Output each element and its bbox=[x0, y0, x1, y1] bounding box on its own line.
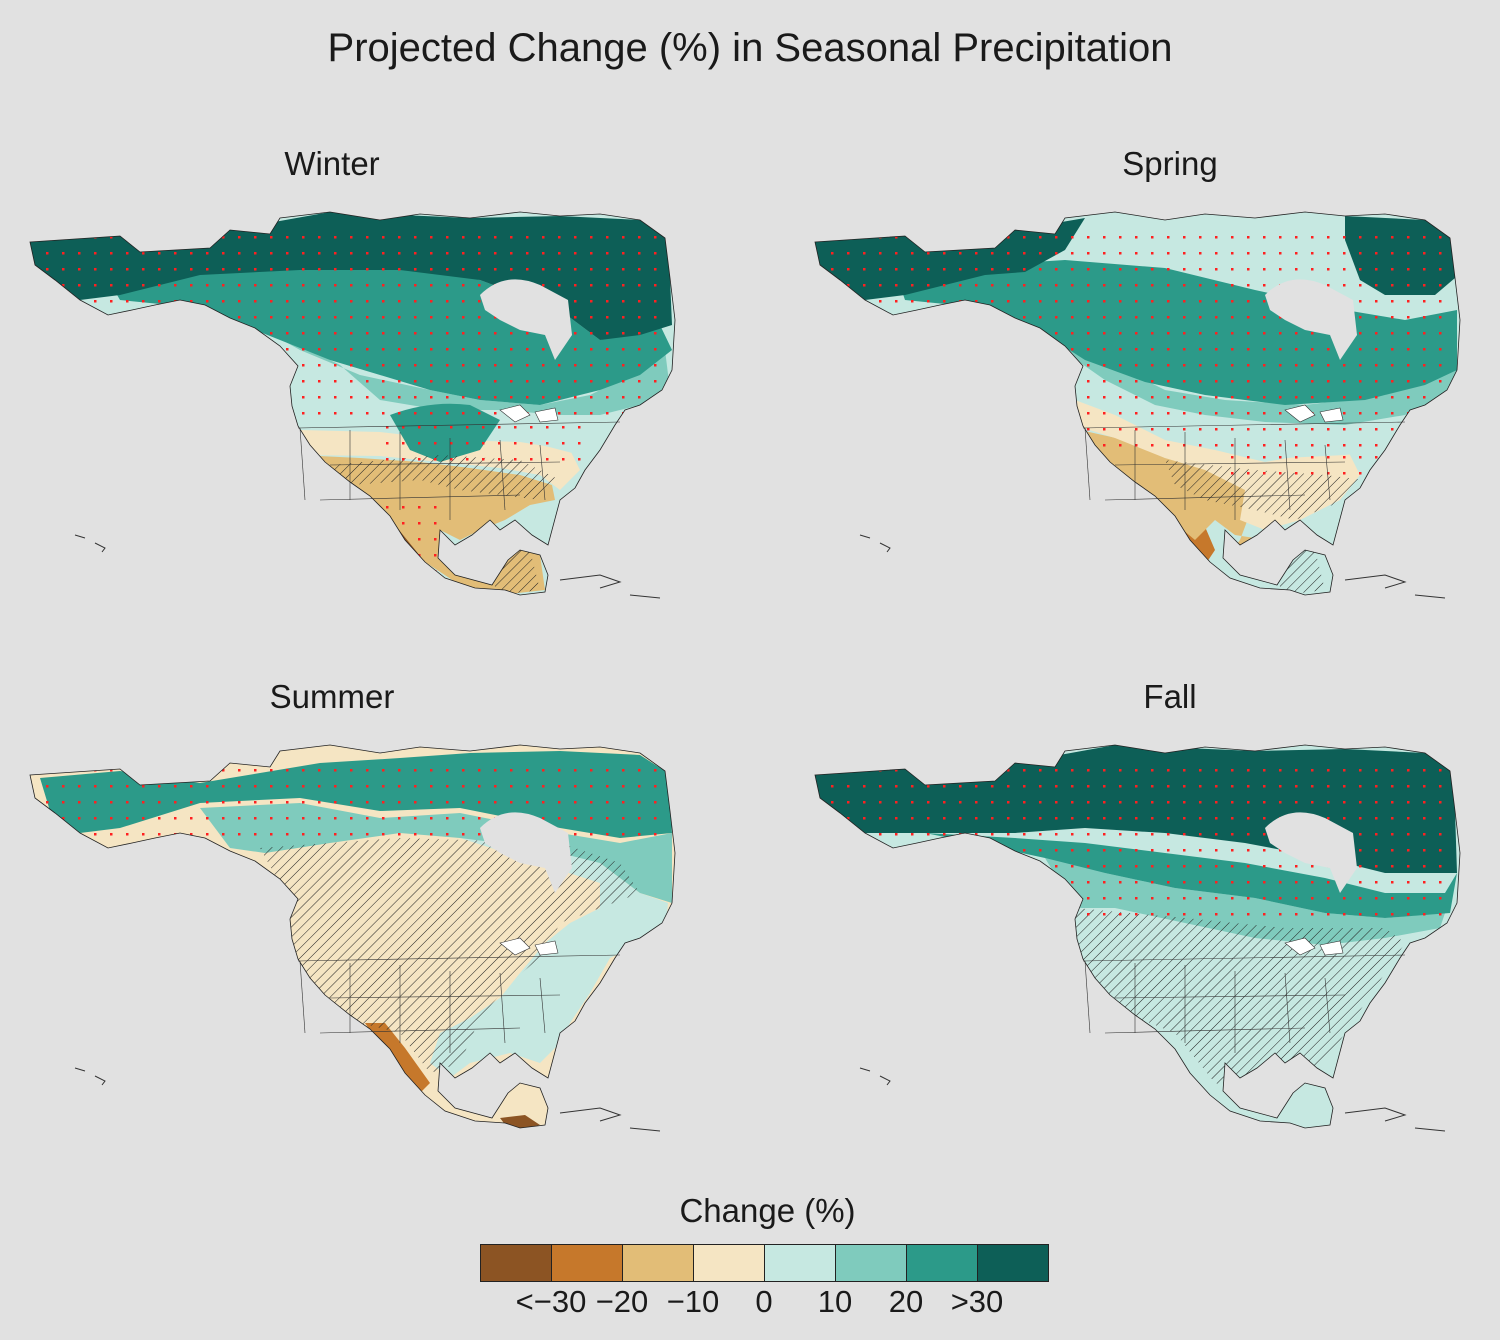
caribbean-islands bbox=[1344, 1107, 1446, 1132]
precip-zone-8 bbox=[390, 403, 500, 462]
map-winter bbox=[29, 211, 676, 599]
map-spring bbox=[814, 211, 1461, 599]
coastline bbox=[29, 744, 676, 1129]
great-lakes bbox=[499, 404, 559, 423]
map-panel-spring: Spring bbox=[785, 145, 1465, 665]
legend-tick-label: >30 bbox=[950, 1284, 1004, 1319]
legend-tick-label: −10 bbox=[666, 1284, 720, 1319]
hudson-bay bbox=[1265, 812, 1357, 893]
coastline bbox=[29, 211, 676, 596]
caribbean-islands bbox=[1344, 574, 1446, 599]
map-summer bbox=[29, 744, 676, 1132]
map-panel-fall: Fall bbox=[785, 678, 1465, 1198]
legend-tick-label: 10 bbox=[817, 1284, 853, 1319]
main-title: Projected Change (%) in Seasonal Precipi… bbox=[327, 26, 1173, 70]
legend-tick-label: 0 bbox=[755, 1284, 773, 1319]
great-lakes bbox=[1284, 404, 1344, 423]
state-borders bbox=[297, 954, 621, 1053]
caribbean-islands bbox=[559, 1107, 661, 1132]
legend-swatch-2 bbox=[623, 1245, 694, 1281]
state-borders bbox=[297, 421, 621, 520]
stipple-significant bbox=[46, 769, 657, 836]
legend-swatch-7 bbox=[978, 1245, 1048, 1281]
precip-zone-7 bbox=[30, 212, 672, 340]
legend-swatch-0 bbox=[481, 1245, 552, 1281]
hudson-bay bbox=[1265, 279, 1357, 360]
hatch-low-agreement bbox=[1075, 908, 1405, 1093]
coastline bbox=[814, 744, 1461, 1129]
map-fall bbox=[814, 744, 1461, 1132]
panel-title-spring: Spring bbox=[1122, 145, 1218, 182]
panel-title-winter: Winter bbox=[284, 145, 380, 182]
color-legend bbox=[480, 1244, 1049, 1282]
precip-zone-6 bbox=[895, 260, 1457, 405]
legend-tick-label: 20 bbox=[888, 1284, 924, 1319]
precip-zone-4 bbox=[925, 833, 1457, 918]
caribbean-islands bbox=[559, 574, 661, 599]
legend-swatch-5 bbox=[836, 1245, 907, 1281]
hawaii bbox=[74, 1067, 106, 1086]
precip-zone-4 bbox=[1065, 350, 1425, 458]
hatch-low-agreement bbox=[1165, 460, 1365, 595]
precip-zone-6 bbox=[100, 255, 672, 405]
hawaii bbox=[859, 534, 891, 553]
hudson-bay bbox=[480, 812, 572, 893]
precip-zone-5 bbox=[935, 305, 1457, 425]
legend-title: Change (%) bbox=[679, 1192, 856, 1229]
legend-tick-label: <−30 bbox=[515, 1284, 587, 1319]
state-borders bbox=[1082, 954, 1406, 1053]
precip-zone-7 bbox=[815, 216, 1455, 300]
precip-zone-1 bbox=[365, 1023, 545, 1128]
great-lakes bbox=[499, 937, 559, 956]
hatch-low-agreement bbox=[260, 838, 640, 1073]
legend-swatch-1 bbox=[552, 1245, 623, 1281]
map-panel-winter: Winter bbox=[0, 145, 680, 665]
hawaii bbox=[859, 1067, 891, 1086]
map-panel-summer: Summer bbox=[0, 678, 680, 1198]
hawaii bbox=[74, 534, 106, 553]
great-lakes bbox=[1284, 937, 1344, 956]
legend-swatch-4 bbox=[765, 1245, 836, 1281]
legend-swatch-3 bbox=[694, 1245, 765, 1281]
panel-title-fall: Fall bbox=[1143, 678, 1197, 715]
precip-zone-3 bbox=[1045, 858, 1445, 1128]
state-borders bbox=[1082, 421, 1406, 520]
coastline bbox=[814, 211, 1461, 596]
precip-zone-5 bbox=[150, 305, 670, 415]
legend-tick-label: −20 bbox=[595, 1284, 649, 1319]
legend-swatch-6 bbox=[907, 1245, 978, 1281]
precip-zone-5 bbox=[200, 803, 672, 903]
hudson-bay bbox=[480, 279, 572, 360]
panel-title-summer: Summer bbox=[269, 678, 395, 715]
